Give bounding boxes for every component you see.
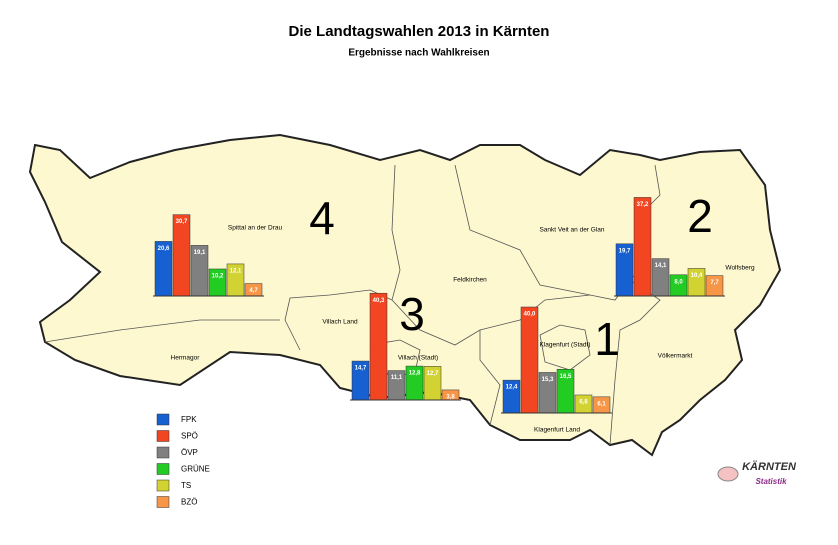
logo-sub: Statistik	[755, 477, 787, 486]
district-border	[479, 330, 501, 426]
place-label: Hermagor	[171, 355, 201, 362]
value-label: 40,3	[373, 298, 385, 304]
value-label: 7,7	[710, 280, 719, 286]
value-label: 14,1	[655, 263, 667, 269]
place-label: Klagenfurt (Stadt)	[540, 342, 591, 349]
value-label: 10,4	[691, 273, 703, 279]
value-label: 6,8	[579, 400, 588, 406]
value-label: 14,7	[355, 366, 367, 372]
value-label: 30,7	[176, 219, 188, 225]
district-border	[44, 319, 280, 343]
legend-swatch	[156, 496, 170, 508]
value-label: 20,6	[158, 246, 170, 252]
district-number: 2	[687, 190, 713, 242]
legend-swatch	[156, 413, 170, 426]
legend-label: ÖVP	[181, 448, 198, 457]
value-label: 40,0	[524, 312, 536, 318]
value-label: 11,1	[391, 375, 403, 381]
value-label: 12,4	[506, 385, 518, 391]
value-label: 19,1	[194, 250, 206, 256]
legend-label: TS	[181, 481, 191, 490]
value-label: 12,7	[427, 371, 439, 377]
place-label: Villach Land	[322, 319, 358, 326]
place-label: Villach (Stadt)	[398, 355, 438, 362]
subtitle: Ergebnisse nach Wahlkreisen	[348, 48, 489, 59]
district-border	[539, 324, 591, 371]
legend-swatch	[156, 463, 170, 475]
value-label: 12,1	[230, 269, 242, 275]
place-label: Klagenfurt Land	[534, 427, 580, 434]
bar	[172, 214, 191, 297]
place-label: Feldkirchen	[453, 277, 487, 284]
place-label: Wolfsberg	[725, 265, 755, 272]
legend-swatch	[156, 430, 170, 442]
place-label: Völkermarkt	[658, 353, 693, 360]
value-label: 4,7	[249, 288, 258, 294]
district-number: 3	[399, 288, 425, 340]
bar	[669, 274, 688, 297]
bar	[633, 197, 652, 297]
place-label: Spittal an der Drau	[228, 225, 283, 232]
bar	[369, 292, 388, 401]
place-label: Sankt Veit an der Glan	[539, 227, 604, 234]
value-label: 3,8	[446, 395, 455, 401]
value-label: 10,2	[212, 274, 224, 280]
legend-swatch	[156, 479, 170, 492]
district-number: 4	[309, 192, 335, 244]
title: Die Landtagswahlen 2013 in Kärnten	[289, 23, 550, 40]
legend-label: BZÖ	[181, 498, 197, 507]
legend-label: SPÖ	[181, 432, 198, 441]
value-label: 19,7	[619, 248, 631, 254]
value-label: 15,3	[542, 377, 554, 383]
district-border	[284, 164, 401, 351]
state-outline	[28, 133, 782, 457]
value-label: 6,1	[597, 401, 606, 407]
legend-label: FPK	[181, 415, 197, 424]
district-number: 1	[594, 313, 620, 365]
legend-swatch	[156, 446, 170, 459]
logo-name: KÄRNTEN	[742, 460, 797, 473]
district-border	[454, 164, 591, 296]
legend-label: GRÜNE	[181, 465, 210, 474]
value-label: 8,0	[674, 279, 683, 285]
district-border	[391, 279, 661, 446]
value-label: 37,2	[637, 202, 649, 208]
bar	[520, 306, 539, 414]
value-label: 12,8	[409, 371, 421, 377]
value-label: 16,5	[560, 374, 572, 380]
logo-icon	[717, 466, 739, 482]
